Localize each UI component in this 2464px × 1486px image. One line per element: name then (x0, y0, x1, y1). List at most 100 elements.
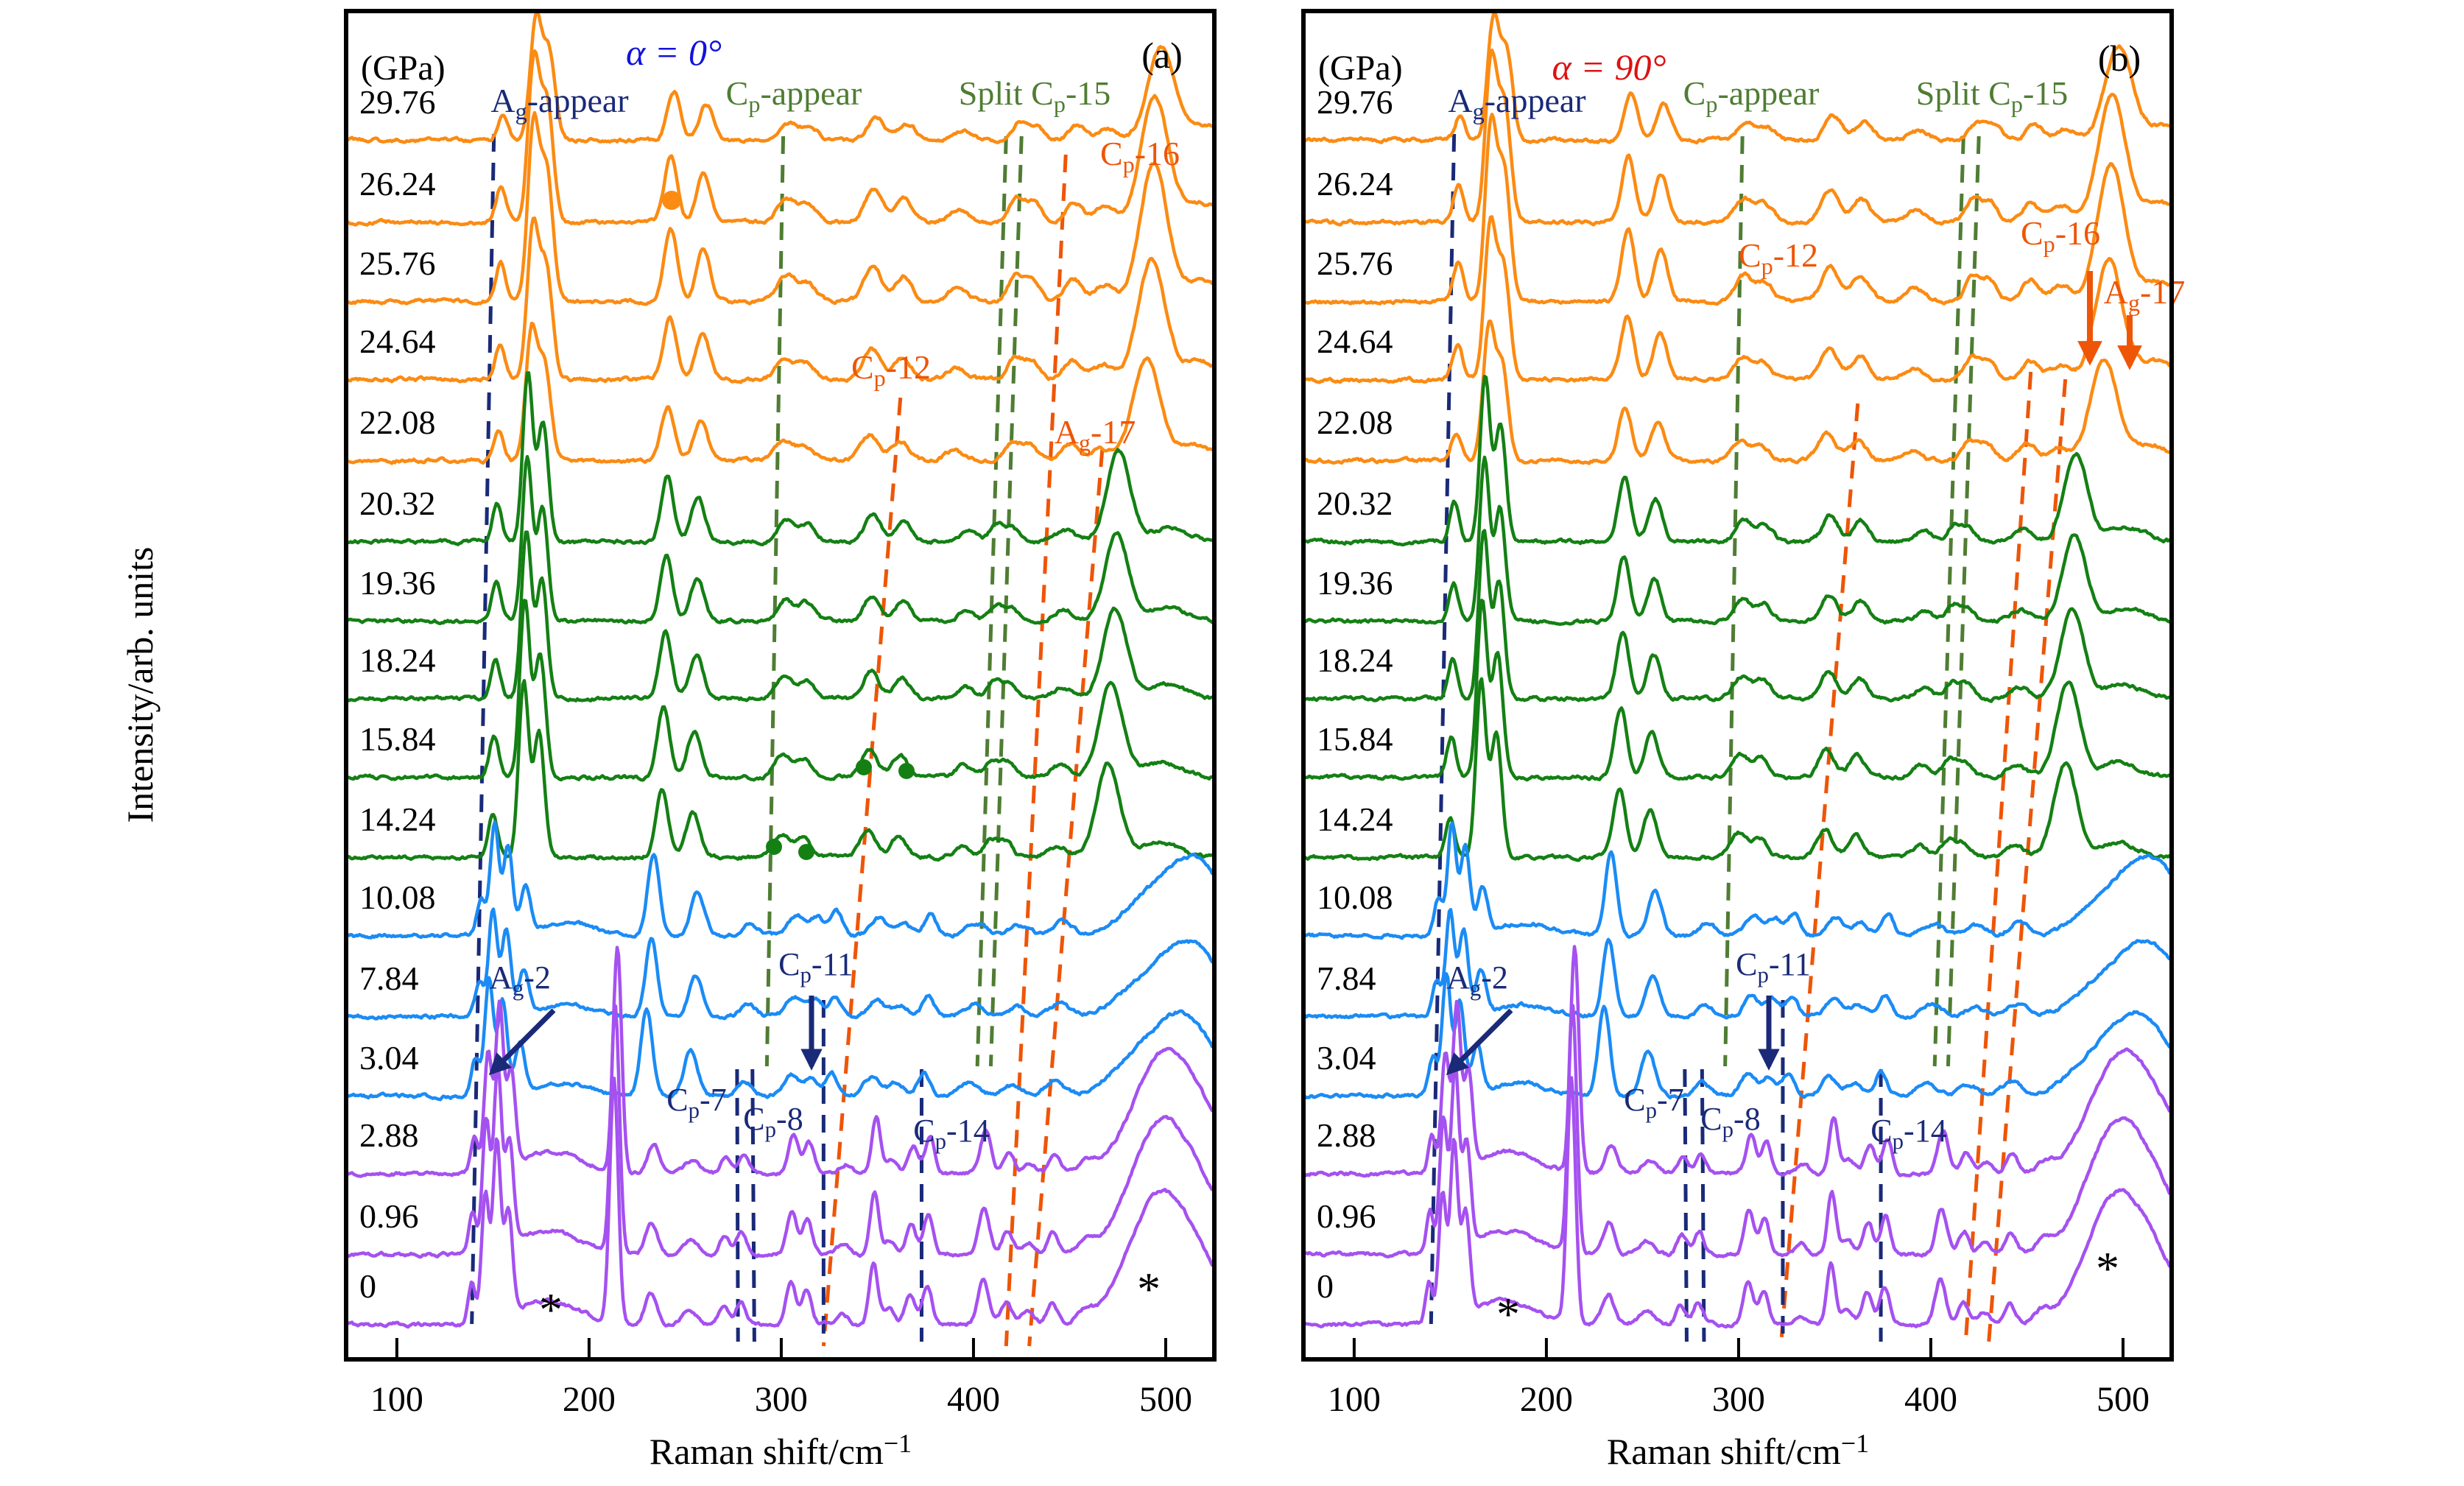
spectrum-19.36gpa (348, 454, 1212, 626)
cp-appear-line (764, 135, 786, 1067)
pressure-label-10.08gpa: 10.08 (1317, 878, 1393, 916)
pressure-label-10.08gpa: 10.08 (359, 878, 436, 916)
spectrum-24.64gpa (1306, 215, 2169, 384)
pressure-label-29.76gpa: 29.76 (1317, 83, 1393, 121)
pressure-label-2.88gpa: 2.88 (1317, 1116, 1376, 1154)
ag-appear-label: Ag​-appear (490, 82, 628, 124)
x-axis-title: Raman shift/cm−1 (650, 1429, 912, 1472)
pressure-label-0gpa: 0 (359, 1267, 376, 1305)
cp-14-label: Cp​-14 (1870, 1113, 1946, 1154)
ag-appear-line (1429, 133, 1457, 1325)
asterisk-marker: * (539, 1283, 563, 1336)
spectrum-25.76gpa (348, 110, 1212, 306)
spectrum-24.64gpa (348, 216, 1212, 384)
asterisk-marker: * (1496, 1288, 1520, 1340)
new-peak-dot (798, 844, 814, 860)
pressure-label-20.32gpa: 20.32 (359, 485, 436, 522)
x-tick-label: 500 (1139, 1380, 1192, 1419)
ag-2-label: Ag​-2 (489, 959, 551, 1001)
spectrum-3.04gpa (348, 976, 1212, 1102)
cp-7-label: Cp​-7 (666, 1082, 726, 1123)
x-tick-label: 100 (370, 1380, 423, 1419)
spectrum-14.24gpa (1306, 677, 2169, 862)
ag17-line (1986, 378, 2068, 1347)
pressure-label-15.84gpa: 15.84 (359, 720, 436, 758)
pressure-label-24.64gpa: 24.64 (1317, 323, 1393, 360)
cp-14-label: Cp​-14 (913, 1113, 989, 1154)
panel-letter-a: (a) (1141, 35, 1183, 76)
x-tick-label: 400 (947, 1380, 1000, 1419)
spectrum-10.08gpa (348, 820, 1212, 940)
ag17-line (1027, 448, 1105, 1347)
spectrum-22.08gpa (348, 321, 1212, 465)
pressure-label-26.24gpa: 26.24 (1317, 165, 1393, 203)
cp7-line-right (1700, 1068, 1706, 1342)
panel-a-plot-area (348, 13, 1212, 1347)
pressure-label-25.76gpa: 25.76 (359, 244, 436, 282)
spectrum-25.76gpa (1306, 113, 2169, 306)
panel-a: * * Ag​-appear Cp​-appear Split Cp​-15 Ag​-2 C… (344, 9, 1217, 1472)
panel-letter-b: (b) (2098, 38, 2141, 79)
pressure-label-15.84gpa: 15.84 (1317, 720, 1393, 758)
cp-appear-line (1723, 135, 1745, 1067)
asterisk-marker: * (2096, 1242, 2119, 1295)
ag-17-label: Ag​-17 (2104, 273, 2186, 316)
pressure-label-3.04gpa: 3.04 (1317, 1039, 1376, 1077)
pressure-label-25.76gpa: 25.76 (1317, 244, 1393, 282)
x-tick-label: 100 (1328, 1380, 1381, 1419)
cp-appear-label: Cp​-appear (1683, 74, 1820, 117)
spectrum-26.24gpa (1306, 48, 2169, 227)
x-tick-label: 200 (1520, 1380, 1573, 1419)
spectrum-18.24gpa (348, 530, 1212, 702)
pressure-label-19.36gpa: 19.36 (359, 564, 436, 602)
x-tick-label: 500 (2097, 1380, 2150, 1419)
pressure-label-20.32gpa: 20.32 (1317, 485, 1393, 522)
ag-2-arrow (488, 1008, 556, 1076)
split-cp15-line-left (1932, 135, 1965, 1067)
spectrum-20.32gpa (1306, 374, 2169, 546)
x-tick-label: 400 (1904, 1380, 1957, 1419)
cp-12-label: Cp​-12 (1739, 236, 1818, 279)
panel-frame-b (1301, 9, 2174, 1362)
panel-frame-a (344, 9, 1217, 1362)
x-axis-title: Raman shift/cm−1 (1607, 1429, 1869, 1472)
new-peak-dot (766, 839, 782, 855)
spectrum-15.84gpa (1306, 598, 2169, 782)
pressure-label-22.08gpa: 22.08 (1317, 404, 1393, 441)
cp12-line (1778, 403, 1860, 1347)
spectrum-0.96gpa (348, 1004, 1212, 1259)
cp-12-label: Cp​-12 (851, 348, 931, 391)
spectrum-10.08gpa (1306, 821, 2169, 940)
gpa-unit-header: (GPa) (1318, 49, 1403, 88)
cp-11-label: Cp​-11 (1736, 946, 1811, 987)
spectrum-15.84gpa (348, 599, 1212, 782)
cp-16-label: Cp​-16 (1100, 135, 1180, 177)
spectrum-19.36gpa (1306, 455, 2169, 626)
cp16-line (1963, 371, 2033, 1347)
spectrum-0.96gpa (1306, 1004, 2169, 1258)
pressure-label-3.04gpa: 3.04 (359, 1039, 419, 1077)
pressure-label-19.36gpa: 19.36 (1317, 564, 1393, 602)
spectrum-22.08gpa (1306, 319, 2169, 465)
pressure-label-22.08gpa: 22.08 (359, 404, 436, 441)
ag-17-label: Ag​-17 (1055, 413, 1136, 456)
new-peak-dot (662, 191, 681, 210)
spectrum-18.24gpa (1306, 529, 2169, 703)
pressure-label-26.24gpa: 26.24 (359, 165, 436, 203)
spectrum-7.84gpa (1306, 907, 2169, 1021)
spectrum-7.84gpa (348, 907, 1212, 1021)
x-tick-label: 300 (1712, 1380, 1765, 1419)
alpha-angle-label-b: α = 90° (1552, 46, 1666, 88)
ag-appear-line (470, 133, 496, 1325)
pressure-label-7.84gpa: 7.84 (1317, 959, 1376, 997)
split-cp15-label: Split Cp​-15 (959, 74, 1111, 117)
panel-b: * * Ag​-appear Cp​-appear Split Cp​-15 Ag​-2 C… (1301, 9, 2186, 1472)
pressure-label-7.84gpa: 7.84 (359, 959, 419, 997)
spectrum-3.04gpa (1306, 972, 2169, 1099)
cp12-line (821, 397, 903, 1347)
panel-b-plot-area (1306, 13, 2169, 1347)
pressure-label-2.88gpa: 2.88 (359, 1116, 419, 1154)
pressure-label-0gpa: 0 (1317, 1267, 1334, 1305)
split-cp15-line-right (1946, 135, 1981, 1067)
